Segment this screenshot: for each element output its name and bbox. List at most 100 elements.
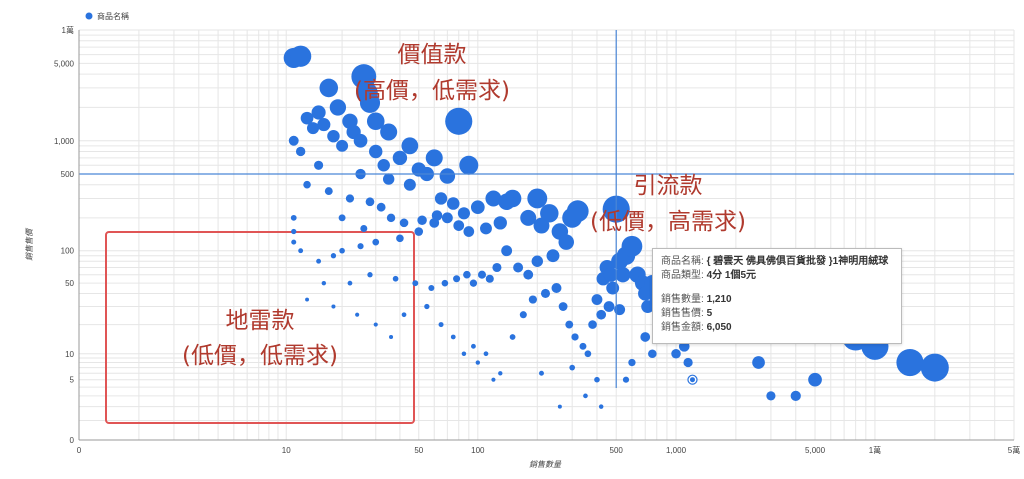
data-point[interactable] [509, 334, 516, 340]
data-point[interactable] [528, 295, 537, 304]
data-point[interactable] [396, 234, 404, 243]
data-point[interactable] [445, 107, 473, 135]
data-point[interactable] [606, 281, 620, 295]
data-point[interactable] [523, 269, 534, 280]
data-point[interactable] [300, 111, 314, 125]
data-point[interactable] [565, 320, 574, 329]
data-point[interactable] [338, 214, 346, 222]
data-point[interactable] [434, 192, 448, 205]
data-point[interactable] [399, 218, 409, 228]
highlighted-point[interactable] [689, 377, 695, 383]
data-point[interactable] [347, 280, 353, 286]
data-point[interactable] [603, 267, 619, 282]
data-point[interactable] [331, 304, 336, 309]
data-point[interactable] [539, 370, 544, 376]
data-point[interactable] [896, 348, 924, 377]
data-point[interactable] [290, 214, 297, 221]
data-point[interactable] [461, 351, 467, 356]
data-point[interactable] [446, 197, 460, 210]
data-point[interactable] [671, 348, 681, 359]
data-point[interactable] [551, 283, 562, 294]
data-point[interactable] [345, 194, 355, 203]
data-point[interactable] [579, 342, 587, 350]
data-point[interactable] [330, 253, 337, 259]
data-point[interactable] [392, 150, 408, 166]
data-point[interactable] [493, 216, 507, 230]
data-point[interactable] [288, 135, 299, 146]
data-point[interactable] [569, 364, 576, 371]
data-point[interactable] [424, 303, 430, 310]
data-point[interactable] [546, 249, 560, 263]
data-point[interactable] [480, 222, 492, 235]
data-point[interactable] [475, 360, 481, 365]
data-point[interactable] [583, 393, 588, 399]
data-point[interactable] [598, 404, 604, 409]
data-point[interactable] [566, 200, 589, 223]
data-point[interactable] [360, 224, 368, 232]
data-point[interactable] [367, 272, 373, 278]
data-point[interactable] [355, 312, 360, 317]
data-point[interactable] [306, 122, 320, 135]
data-point[interactable] [319, 78, 339, 98]
data-point[interactable] [920, 353, 949, 382]
data-point[interactable] [470, 200, 485, 215]
data-point[interactable] [382, 173, 395, 185]
data-point[interactable] [401, 312, 407, 318]
data-point[interactable] [339, 247, 345, 254]
data-point[interactable] [527, 188, 548, 209]
data-point[interactable] [453, 220, 465, 231]
data-point[interactable] [491, 377, 496, 382]
data-point[interactable] [615, 267, 631, 283]
data-point[interactable] [389, 334, 394, 340]
data-point[interactable] [369, 144, 383, 159]
data-point[interactable] [316, 258, 322, 264]
data-point[interactable] [414, 227, 424, 236]
data-point[interactable] [353, 133, 368, 148]
data-point[interactable] [588, 320, 597, 329]
data-point[interactable] [520, 209, 537, 226]
data-point[interactable] [314, 160, 324, 170]
data-point[interactable] [373, 322, 378, 327]
data-point[interactable] [457, 207, 471, 220]
data-point[interactable] [327, 129, 340, 143]
data-point[interactable] [417, 215, 427, 226]
data-point[interactable] [439, 168, 456, 184]
data-point[interactable] [498, 193, 515, 211]
data-point[interactable] [492, 262, 502, 273]
data-point[interactable] [372, 238, 380, 246]
data-point[interactable] [463, 270, 471, 279]
data-point[interactable] [295, 146, 306, 157]
data-point[interactable] [329, 99, 347, 116]
data-point[interactable] [540, 288, 551, 298]
data-point[interactable] [357, 243, 364, 250]
data-point[interactable] [513, 262, 524, 273]
data-point[interactable] [594, 376, 600, 383]
data-point[interactable] [290, 45, 312, 67]
data-point[interactable] [386, 213, 396, 223]
data-point[interactable] [540, 204, 559, 223]
data-point[interactable] [428, 285, 435, 292]
data-point[interactable] [471, 343, 476, 349]
data-point[interactable] [558, 234, 574, 250]
data-point[interactable] [441, 212, 453, 224]
data-point[interactable] [558, 302, 568, 311]
data-point[interactable] [622, 376, 630, 383]
data-point[interactable] [571, 333, 579, 341]
data-point[interactable] [628, 358, 636, 367]
data-point[interactable] [640, 332, 651, 342]
data-point[interactable] [311, 105, 326, 120]
data-point[interactable] [366, 112, 385, 131]
data-point[interactable] [485, 190, 502, 207]
data-point[interactable] [614, 304, 626, 316]
data-point[interactable] [401, 137, 419, 155]
data-point[interactable] [808, 372, 822, 387]
legend[interactable]: 商品名稱 [85, 11, 130, 21]
data-point[interactable] [459, 155, 479, 175]
data-point[interactable] [469, 279, 478, 287]
data-point[interactable] [412, 280, 419, 287]
data-point[interactable] [441, 279, 449, 287]
data-point[interactable] [463, 226, 475, 237]
data-point[interactable] [303, 180, 311, 189]
data-point[interactable] [648, 349, 657, 359]
data-point[interactable] [336, 139, 349, 152]
